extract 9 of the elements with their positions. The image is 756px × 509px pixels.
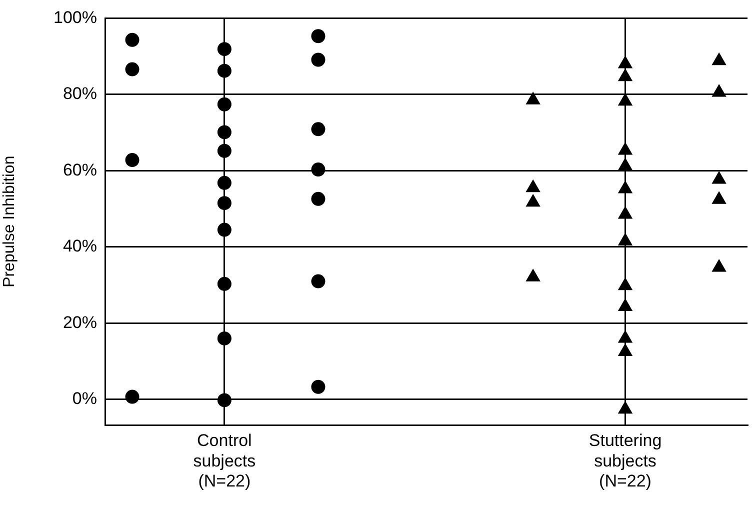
x-tick-label: Stuttering subjects (N=22) [588, 430, 662, 491]
y-tick-label: 0% [72, 389, 97, 408]
y-tick-label: 60% [62, 160, 97, 180]
y-tick-label: 80% [62, 84, 97, 104]
y-tick-label: 40% [62, 236, 97, 256]
y-tick-label: 100% [54, 8, 97, 27]
y-tick-label: 20% [62, 312, 97, 332]
y-axis-title: Prepulse Inhibition [1, 156, 18, 288]
x-tick-label: Control subjects (N=22) [193, 430, 256, 491]
